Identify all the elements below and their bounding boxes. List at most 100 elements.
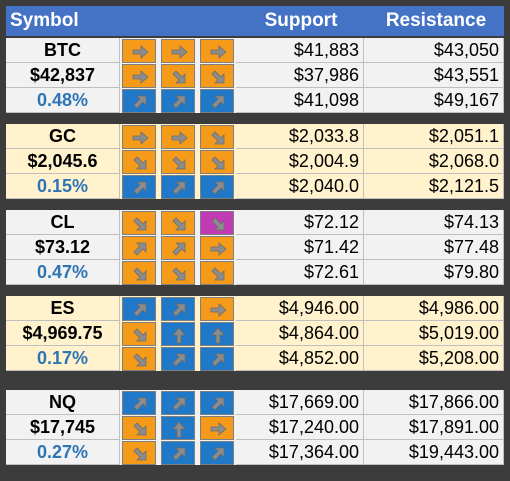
table-row: BTC $41,883 $43,050 xyxy=(6,38,504,63)
trend-indicator xyxy=(200,150,234,174)
symbol-cell: ES xyxy=(6,296,120,321)
arrow-up-icon xyxy=(211,327,225,344)
trend-indicator xyxy=(122,322,156,346)
support-cell: $2,033.8 xyxy=(236,124,364,149)
symbol-cell: NQ xyxy=(6,390,120,415)
arrow-up-right-icon xyxy=(172,447,186,461)
support-cell: $72.12 xyxy=(236,210,364,235)
arrow-down-right-icon xyxy=(211,70,225,84)
table-row: ES $4,946.00 $4,986.00 xyxy=(6,296,504,321)
support-cell: $4,864.00 xyxy=(236,321,364,346)
arrow-right-icon xyxy=(171,45,188,59)
symbol-group-cl: CL $72.12 $74.13 $73.12 $71.42 $77.48 0.47% $72… xyxy=(6,210,504,286)
support-cell: $72.61 xyxy=(236,260,364,285)
trend-indicator xyxy=(161,416,195,440)
arrow-down-right-icon xyxy=(172,267,186,281)
trend-indicator xyxy=(122,441,156,465)
resistance-cell: $17,866.00 xyxy=(364,390,504,415)
header-resistance: Resistance xyxy=(385,10,487,31)
arrow-up-right-icon xyxy=(211,181,225,195)
table-row: NQ $17,669.00 $17,866.00 xyxy=(6,390,504,415)
trend-indicator xyxy=(161,391,195,415)
trend-indicator xyxy=(161,39,195,63)
arrow-up-right-icon xyxy=(172,181,186,195)
support-cell: $41,883 xyxy=(236,38,364,63)
support-cell: $2,004.9 xyxy=(236,149,364,174)
trend-indicator xyxy=(122,297,156,321)
trend-indicator xyxy=(122,391,156,415)
arrow-down-right-icon xyxy=(133,217,147,231)
trend-indicator xyxy=(200,125,234,149)
support-cell: $4,852.00 xyxy=(236,346,364,371)
resistance-cell: $4,986.00 xyxy=(364,296,504,321)
resistance-cell: $2,121.5 xyxy=(364,174,504,199)
resistance-cell: $43,050 xyxy=(364,38,504,63)
price-cell: $73.12 xyxy=(6,235,120,260)
trend-indicator xyxy=(200,347,234,371)
trend-indicator xyxy=(200,236,234,260)
arrow-up-icon xyxy=(172,327,186,344)
change-percent-cell: 0.47% xyxy=(6,260,120,285)
arrow-right-icon xyxy=(210,422,227,436)
symbol-cell: GC xyxy=(6,124,120,149)
trend-indicator xyxy=(200,89,234,113)
trend-indicator xyxy=(161,89,195,113)
resistance-cell: $49,167 xyxy=(364,88,504,113)
trend-indicator xyxy=(161,236,195,260)
table-row: $4,969.75 $4,864.00 $5,019.00 xyxy=(6,321,504,346)
arrow-up-right-icon xyxy=(133,242,147,256)
resistance-cell: $79.80 xyxy=(364,260,504,285)
arrow-down-right-icon xyxy=(172,217,186,231)
arrow-right-icon xyxy=(132,131,149,145)
arrow-up-right-icon xyxy=(172,353,186,367)
trend-indicator xyxy=(122,125,156,149)
arrow-down-right-icon xyxy=(133,353,147,367)
trend-indicator xyxy=(161,322,195,346)
resistance-cell: $17,891.00 xyxy=(364,415,504,440)
arrow-up-right-icon xyxy=(133,181,147,195)
support-cell: $37,986 xyxy=(236,63,364,88)
arrow-down-right-icon xyxy=(211,131,225,145)
symbol-cell: CL xyxy=(6,210,120,235)
table-row: $42,837 $37,986 $43,551 xyxy=(6,63,504,88)
table-row: 0.15% $2,040.0 $2,121.5 xyxy=(6,174,504,199)
table-header: Symbol Support Resistance xyxy=(6,6,504,36)
arrow-right-icon xyxy=(210,242,227,256)
trend-indicator xyxy=(161,175,195,199)
support-cell: $41,098 xyxy=(236,88,364,113)
arrow-right-icon xyxy=(210,303,227,317)
trend-indicator xyxy=(200,391,234,415)
arrow-up-right-icon xyxy=(211,447,225,461)
arrow-up-right-icon xyxy=(172,397,186,411)
trend-indicator xyxy=(122,347,156,371)
header-symbol: Symbol xyxy=(10,10,79,31)
trend-indicator xyxy=(161,125,195,149)
resistance-cell: $5,019.00 xyxy=(364,321,504,346)
support-cell: $17,364.00 xyxy=(236,440,364,465)
table-row: 0.17% $4,852.00 $5,208.00 xyxy=(6,346,504,371)
support-cell: $2,040.0 xyxy=(236,174,364,199)
support-cell: $17,240.00 xyxy=(236,415,364,440)
trend-indicator xyxy=(200,322,234,346)
change-percent-cell: 0.15% xyxy=(6,174,120,199)
table-row: 0.48% $41,098 $49,167 xyxy=(6,88,504,113)
trend-indicator xyxy=(161,64,195,88)
arrow-up-icon xyxy=(172,421,186,438)
trend-indicator xyxy=(161,441,195,465)
trend-indicator xyxy=(200,64,234,88)
arrow-right-icon xyxy=(132,70,149,84)
support-cell: $4,946.00 xyxy=(236,296,364,321)
trend-indicator xyxy=(200,211,234,235)
symbol-group-es: ES $4,946.00 $4,986.00 $4,969.75 $4,864.00 $5… xyxy=(6,296,504,384)
trend-indicator xyxy=(122,175,156,199)
arrow-down-right-icon xyxy=(133,328,147,342)
trend-indicator xyxy=(122,416,156,440)
arrow-right-icon xyxy=(210,45,227,59)
price-cell: $17,745 xyxy=(6,415,120,440)
arrow-up-right-icon xyxy=(133,397,147,411)
trend-indicator xyxy=(122,39,156,63)
trend-indicator xyxy=(161,150,195,174)
trend-indicator xyxy=(200,297,234,321)
arrow-down-right-icon xyxy=(133,422,147,436)
